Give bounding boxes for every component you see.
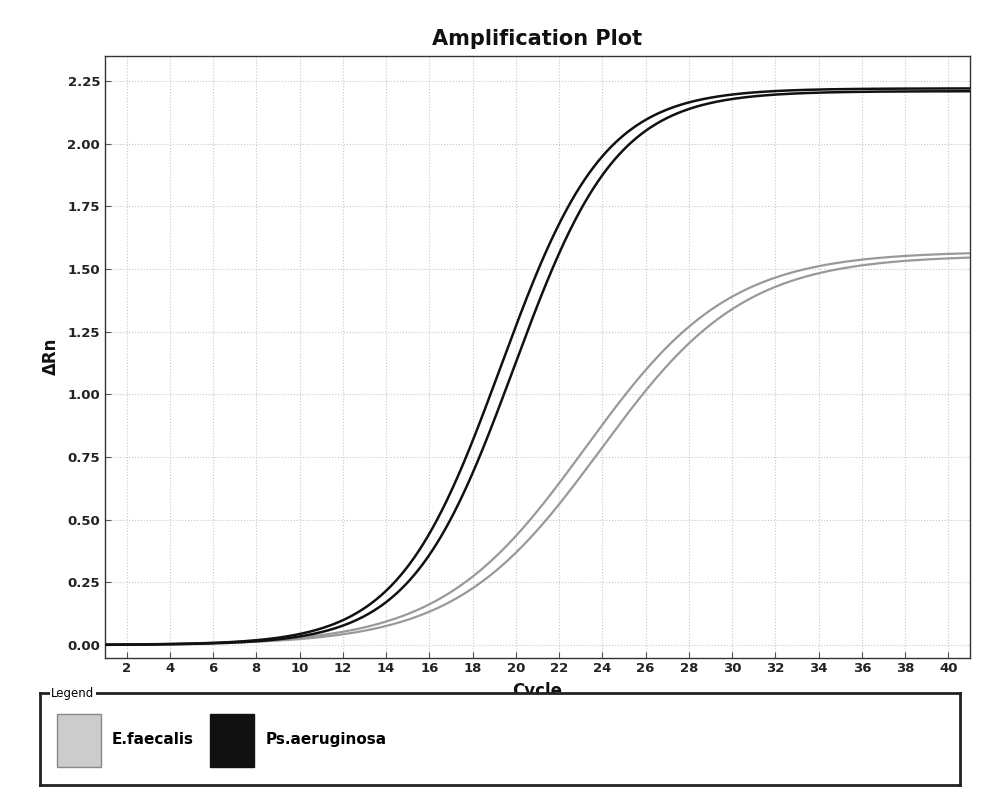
Bar [57,713,101,767]
Text: Legend: Legend [51,687,94,700]
X-axis label: Cycle: Cycle [512,682,562,701]
Y-axis label: ΔRn: ΔRn [42,338,60,375]
Text: E.faecalis: E.faecalis [112,732,194,747]
Bar [210,713,254,767]
Text: Ps.aeruginosa: Ps.aeruginosa [265,732,387,747]
Title: Amplification Plot: Amplification Plot [432,29,643,49]
